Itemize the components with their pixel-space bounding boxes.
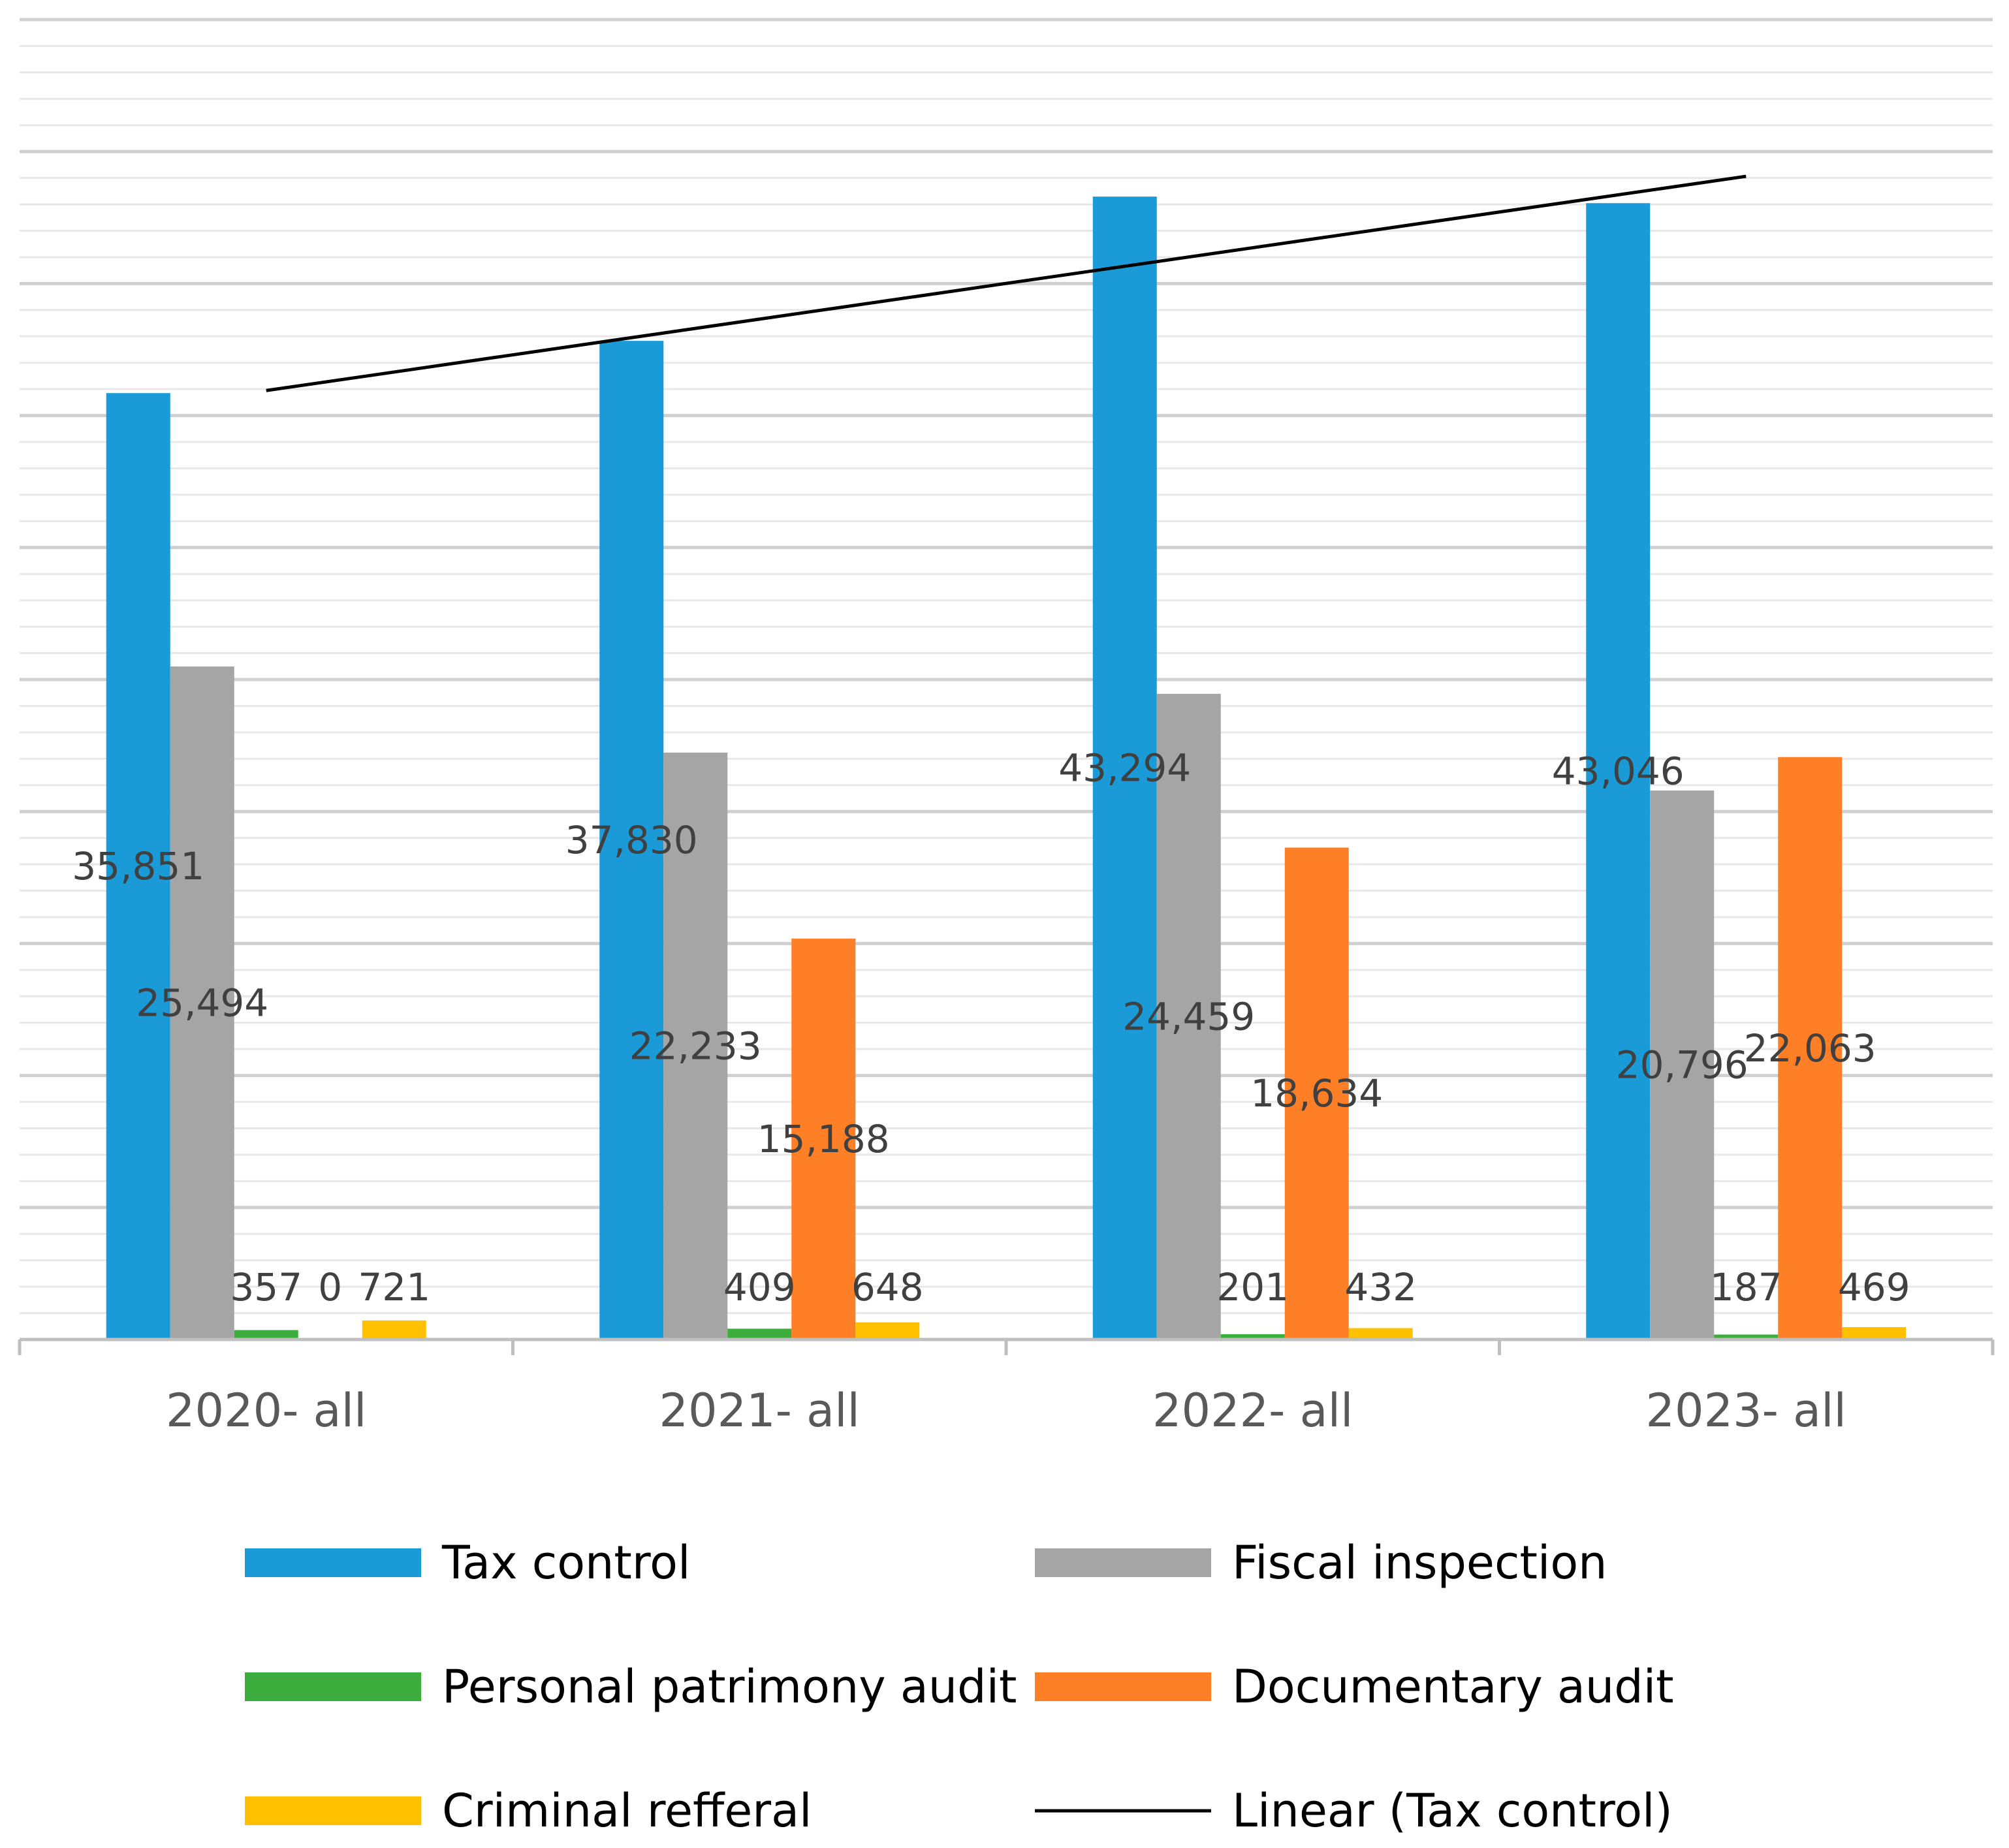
legend-label-fiscal-inspection: Fiscal inspection bbox=[1232, 1536, 1607, 1590]
bar-documentary-audit-2021-all bbox=[791, 938, 856, 1339]
trendline-linear-tax-control bbox=[266, 174, 1747, 392]
x-tick-label-2020-all: 2020- all bbox=[166, 1384, 366, 1437]
data-label-personal-patrimony-audit-2021-all: 409 bbox=[723, 1265, 796, 1309]
data-label-documentary-audit-2020-all: 0 bbox=[318, 1265, 342, 1309]
bar-criminal-refferal-2021-all bbox=[855, 1322, 920, 1339]
data-label-personal-patrimony-audit-2020-all: 357 bbox=[230, 1265, 302, 1309]
data-label-criminal-refferal-2022-all: 432 bbox=[1344, 1265, 1417, 1309]
legend-label-personal-patrimony-audit: Personal patrimony audit bbox=[442, 1660, 1017, 1714]
data-label-fiscal-inspection-2020-all: 25,494 bbox=[136, 981, 268, 1026]
legend-swatch-tax-control bbox=[245, 1548, 421, 1577]
legend-swatch-documentary-audit bbox=[1035, 1672, 1211, 1701]
bar-documentary-audit-2022-all bbox=[1284, 847, 1349, 1339]
data-label-tax-control-2021-all: 37,830 bbox=[565, 818, 698, 862]
data-label-criminal-refferal-2021-all: 648 bbox=[851, 1265, 924, 1309]
bar-personal-patrimony-audit-2022-all bbox=[1220, 1334, 1285, 1339]
bar-criminal-refferal-2022-all bbox=[1348, 1328, 1413, 1339]
bar-tax-control-2022-all bbox=[1092, 196, 1157, 1339]
legend-swatch-criminal-refferal bbox=[245, 1796, 421, 1825]
data-label-documentary-audit-2023-all: 22,063 bbox=[1744, 1026, 1876, 1071]
x-tick-label-2023-all: 2023- all bbox=[1646, 1384, 1846, 1437]
trendline-layer bbox=[266, 174, 1747, 392]
data-label-documentary-audit-2021-all: 15,188 bbox=[757, 1117, 890, 1161]
bar-fiscal-inspection-2022-all bbox=[1156, 693, 1221, 1339]
x-tick-label-2022-all: 2022- all bbox=[1152, 1384, 1353, 1437]
bar-personal-patrimony-audit-2020-all bbox=[234, 1330, 298, 1339]
legend-label-documentary-audit: Documentary audit bbox=[1232, 1660, 1674, 1714]
legend-label-criminal-refferal: Criminal refferal bbox=[442, 1784, 812, 1838]
data-label-personal-patrimony-audit-2022-all: 201 bbox=[1216, 1265, 1289, 1309]
bar-criminal-refferal-2020-all bbox=[362, 1320, 426, 1339]
data-label-fiscal-inspection-2021-all: 22,233 bbox=[629, 1024, 762, 1068]
legend: Tax control Fiscal inspection Personal pat… bbox=[245, 1536, 1674, 1838]
bar-personal-patrimony-audit-2021-all bbox=[727, 1328, 792, 1339]
data-labels: 35,851 37,830 43,294 43,046 25,494 22,233 24,4… bbox=[72, 746, 1910, 1309]
data-label-criminal-refferal-2020-all: 721 bbox=[358, 1265, 430, 1309]
bar-documentary-audit-2023-all bbox=[1778, 757, 1843, 1339]
legend-label-linear-tax-control: Linear (Tax control) bbox=[1232, 1784, 1673, 1838]
legend-label-tax-control: Tax control bbox=[441, 1536, 690, 1590]
data-label-tax-control-2022-all: 43,294 bbox=[1058, 746, 1191, 791]
bar-fiscal-inspection-2020-all bbox=[170, 666, 234, 1339]
legend-swatch-fiscal-inspection bbox=[1035, 1548, 1211, 1577]
data-label-personal-patrimony-audit-2023-all: 187 bbox=[1710, 1265, 1782, 1309]
bars bbox=[106, 196, 1906, 1340]
data-label-fiscal-inspection-2022-all: 24,459 bbox=[1122, 994, 1255, 1039]
data-label-fiscal-inspection-2023-all: 20,796 bbox=[1616, 1043, 1748, 1088]
x-tick-label-2021-all: 2021- all bbox=[659, 1384, 860, 1437]
legend-swatch-personal-patrimony-audit bbox=[245, 1672, 421, 1701]
bar-personal-patrimony-audit-2023-all bbox=[1714, 1334, 1779, 1339]
data-label-criminal-refferal-2023-all: 469 bbox=[1838, 1265, 1910, 1309]
bar-tax-control-2020-all bbox=[106, 393, 170, 1339]
bar-tax-control-2023-all bbox=[1586, 203, 1651, 1340]
bar-tax-control-2021-all bbox=[599, 341, 664, 1339]
data-label-tax-control-2020-all: 35,851 bbox=[72, 844, 204, 888]
data-label-tax-control-2023-all: 43,046 bbox=[1552, 749, 1685, 794]
bar-fiscal-inspection-2023-all bbox=[1650, 791, 1715, 1339]
x-axis: 2020- all 2021- all 2022- all 2023- all bbox=[18, 1338, 1995, 1437]
bar-fiscal-inspection-2021-all bbox=[663, 752, 728, 1339]
data-label-documentary-audit-2022-all: 18,634 bbox=[1250, 1071, 1383, 1116]
bar-criminal-refferal-2023-all bbox=[1842, 1327, 1906, 1339]
